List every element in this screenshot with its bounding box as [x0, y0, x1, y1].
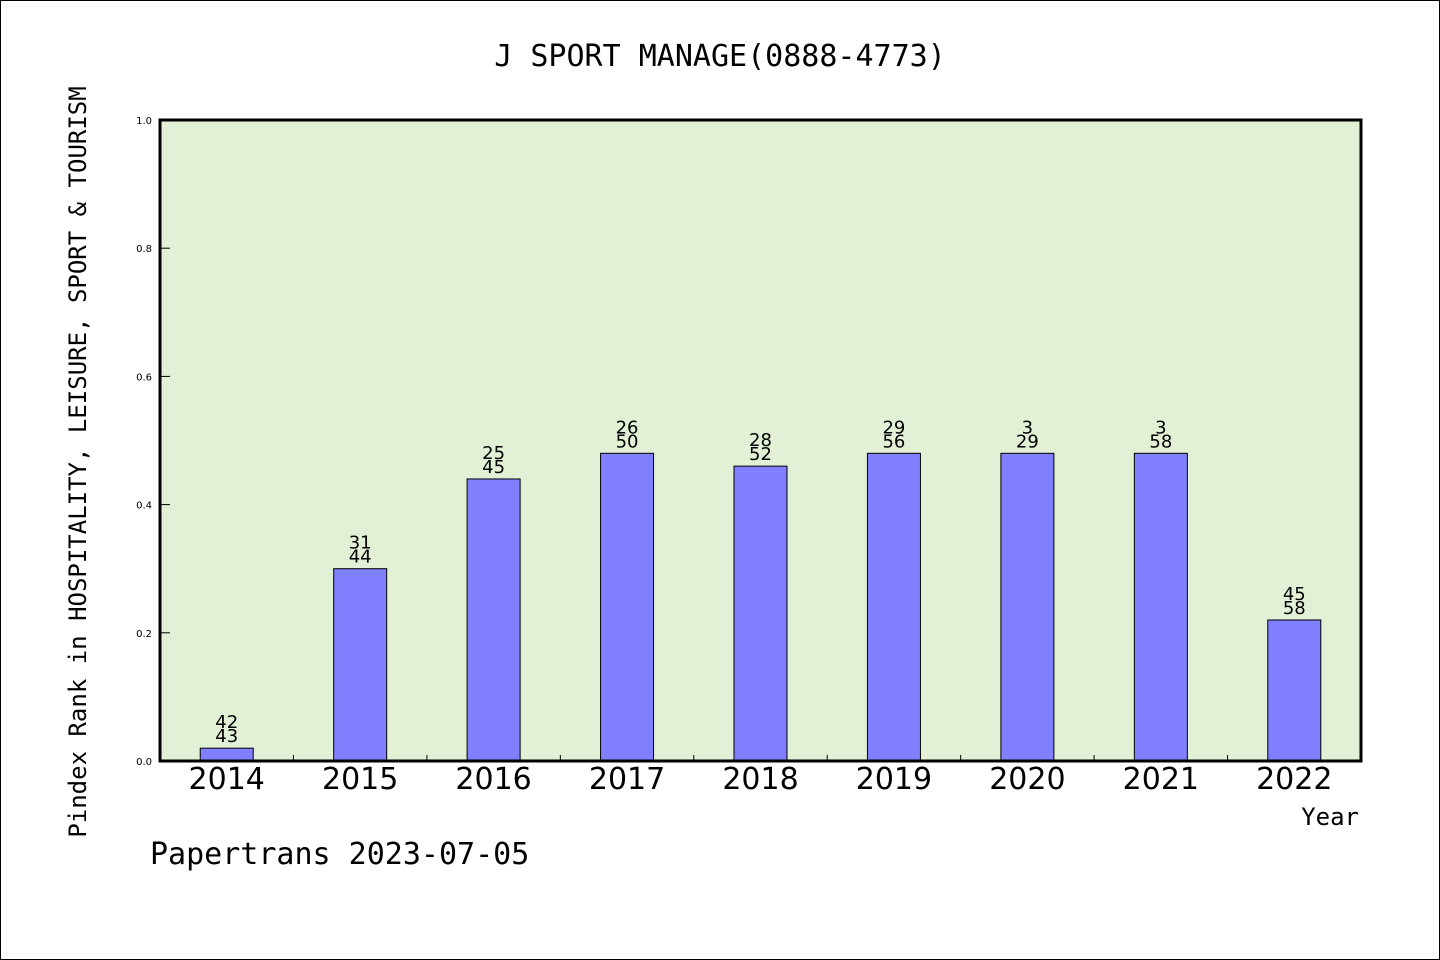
x-tick-label: 2017 — [589, 762, 665, 797]
bar-2015 — [333, 568, 388, 762]
y-tick-label: 0.8 — [136, 244, 152, 255]
x-tick-label: 2020 — [989, 762, 1065, 797]
bar-2021 — [1133, 452, 1188, 762]
y-tick-label: 1.0 — [136, 116, 152, 127]
x-tick-label: 2014 — [189, 762, 265, 797]
data-label-top: 45 — [1283, 584, 1306, 605]
bar-2018 — [733, 465, 788, 762]
data-label-bottom: 44 — [349, 547, 372, 568]
bar-2017 — [600, 452, 655, 762]
y-tick-label: 0.0 — [136, 757, 152, 768]
data-label-bottom: 43 — [215, 726, 238, 747]
data-label-top: 42 — [215, 712, 238, 733]
bar-2020 — [1000, 452, 1055, 762]
data-label-top: 31 — [349, 533, 372, 554]
x-tick-label: 2018 — [722, 762, 798, 797]
data-label-bottom: 45 — [482, 457, 505, 478]
x-tick-label: 2022 — [1256, 762, 1332, 797]
plot-border — [158, 118, 1363, 763]
bar-2019 — [866, 452, 921, 762]
y-tick-label: 0.6 — [136, 372, 152, 383]
data-label-bottom: 58 — [1283, 598, 1306, 619]
x-tick-label: 2015 — [322, 762, 398, 797]
data-label-bottom: 52 — [749, 444, 772, 465]
x-tick-label: 2016 — [455, 762, 531, 797]
y-tick-label: 0.4 — [136, 501, 152, 512]
bar-2022 — [1267, 619, 1322, 762]
bar-2016 — [466, 478, 521, 762]
x-tick-label: 2021 — [1123, 762, 1199, 797]
data-label-bottom: 29 — [1016, 431, 1039, 452]
data-label-bottom: 56 — [882, 431, 905, 452]
data-label-bottom: 50 — [616, 431, 639, 452]
data-label-top: 28 — [749, 430, 772, 451]
x-axis-label: Year — [1301, 803, 1359, 831]
data-label-bottom: 58 — [1149, 431, 1172, 452]
data-label-top: 25 — [482, 443, 505, 464]
data-label-top: 26 — [616, 417, 639, 438]
data-label-top: 3 — [1155, 417, 1166, 438]
y-tick-label: 0.2 — [136, 629, 152, 640]
y-axis-label: Pindex Rank in HOSPITALITY, LEISURE, SPO… — [64, 86, 92, 837]
axis-ticks: 0.0 0.2 0.4 0.6 0.8 1.0 2014 2015 2016 2017 2018 20… — [136, 116, 1332, 797]
data-label-top: 3 — [1022, 417, 1033, 438]
x-tick-label: 2019 — [856, 762, 932, 797]
footer-credit: Papertrans 2023-07-05 — [150, 837, 529, 872]
data-label-top: 29 — [882, 417, 905, 438]
bar-2014 — [199, 747, 254, 762]
chart-title: J SPORT MANAGE(0888-4773) — [494, 39, 946, 74]
